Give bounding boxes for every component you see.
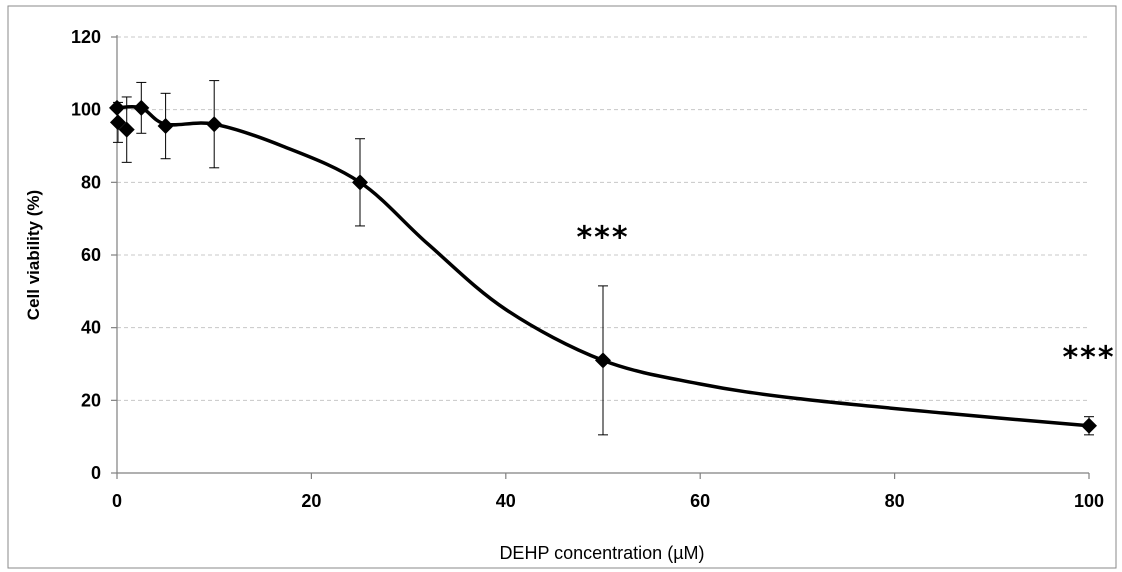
significance-annotation-0: ***: [576, 221, 629, 256]
x-tick-label-3: 60: [690, 491, 710, 511]
y-tick-label-2: 40: [81, 318, 101, 338]
y-tick-label-5: 100: [71, 100, 101, 120]
error-bars: [112, 80, 1094, 436]
data-point-4: [157, 118, 174, 135]
y-tick-label-4: 80: [81, 172, 101, 192]
y-tick-label-0: 0: [91, 463, 101, 483]
x-tick-label-0: 0: [112, 491, 122, 511]
tick-labels: 0 20 40 60 80 100 120 0 20 40 60 80 100: [71, 27, 1104, 511]
chart-frame: [7, 5, 1117, 569]
fit-curve: [116, 104, 1090, 428]
y-tick-label-3: 60: [81, 245, 101, 265]
data-point-0: [109, 99, 125, 116]
data-point-7: [595, 352, 611, 369]
data-point-3: [133, 99, 150, 116]
y-axis-title: Cell viability (%): [24, 190, 43, 320]
data-point-5: [206, 116, 223, 133]
data-point-6: [352, 174, 368, 191]
x-tick-label-4: 80: [885, 491, 905, 511]
x-tick-label-2: 40: [496, 491, 516, 511]
data-point-8: [1081, 417, 1097, 434]
annotations: *** ***: [576, 221, 1115, 376]
x-tick-label-5: 100: [1074, 491, 1104, 511]
data-markers: [109, 99, 1097, 434]
significance-annotation-1: ***: [1062, 341, 1115, 376]
data-point-1: [109, 114, 126, 131]
y-tick-label-1: 20: [81, 390, 101, 410]
fit-curve-layer: [116, 104, 1090, 428]
x-tick-label-1: 20: [301, 491, 321, 511]
data-point-2: [118, 121, 135, 138]
x-axis-title: DEHP concentration (µM): [499, 543, 704, 563]
y-tick-label-6: 120: [71, 27, 101, 47]
